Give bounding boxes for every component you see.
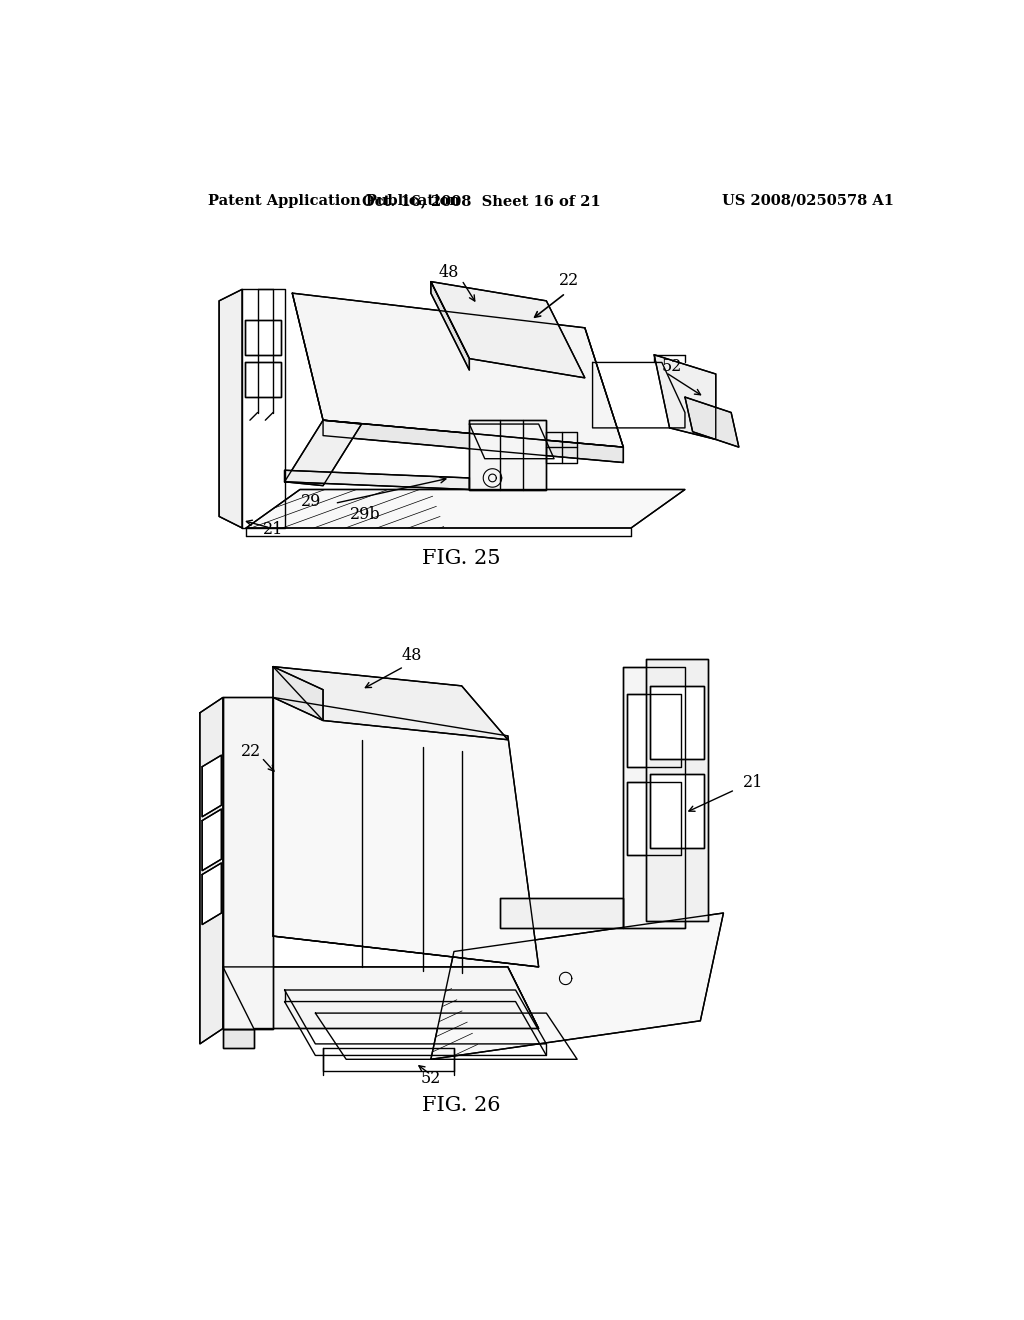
Polygon shape	[273, 667, 508, 739]
Polygon shape	[654, 355, 716, 440]
Polygon shape	[273, 667, 323, 721]
Text: 29: 29	[301, 492, 322, 510]
Polygon shape	[469, 420, 547, 490]
Text: 21: 21	[263, 521, 284, 539]
Polygon shape	[646, 659, 708, 921]
Text: 21: 21	[742, 774, 763, 791]
Polygon shape	[685, 397, 739, 447]
Polygon shape	[202, 755, 221, 817]
Polygon shape	[650, 775, 705, 847]
Polygon shape	[285, 470, 469, 490]
Polygon shape	[246, 490, 685, 528]
Polygon shape	[219, 289, 243, 528]
Text: Patent Application Publication: Patent Application Publication	[208, 194, 460, 207]
Polygon shape	[624, 667, 685, 928]
Polygon shape	[245, 321, 282, 355]
Text: 29b: 29b	[350, 506, 381, 523]
Polygon shape	[323, 420, 624, 462]
Polygon shape	[202, 863, 221, 924]
Text: 48: 48	[438, 264, 459, 281]
Polygon shape	[650, 686, 705, 759]
Polygon shape	[500, 898, 624, 928]
Text: FIG. 26: FIG. 26	[423, 1096, 501, 1115]
Text: 52: 52	[662, 358, 682, 375]
Polygon shape	[223, 966, 539, 1028]
Text: 52: 52	[421, 1071, 441, 1088]
Polygon shape	[628, 781, 681, 855]
Polygon shape	[273, 697, 539, 966]
Text: Oct. 16, 2008  Sheet 16 of 21: Oct. 16, 2008 Sheet 16 of 21	[361, 194, 600, 207]
Polygon shape	[431, 281, 469, 370]
Polygon shape	[223, 1028, 254, 1048]
Polygon shape	[431, 913, 724, 1059]
Polygon shape	[245, 363, 282, 397]
Text: US 2008/0250578 A1: US 2008/0250578 A1	[722, 194, 894, 207]
Text: 22: 22	[559, 272, 580, 289]
Text: 22: 22	[242, 743, 261, 760]
Polygon shape	[285, 420, 361, 486]
Text: 48: 48	[401, 647, 422, 664]
Polygon shape	[223, 697, 273, 1028]
Polygon shape	[202, 809, 221, 871]
Polygon shape	[431, 281, 585, 378]
Polygon shape	[200, 697, 223, 1044]
Polygon shape	[292, 293, 624, 447]
Polygon shape	[628, 693, 681, 767]
Text: FIG. 25: FIG. 25	[423, 549, 501, 569]
